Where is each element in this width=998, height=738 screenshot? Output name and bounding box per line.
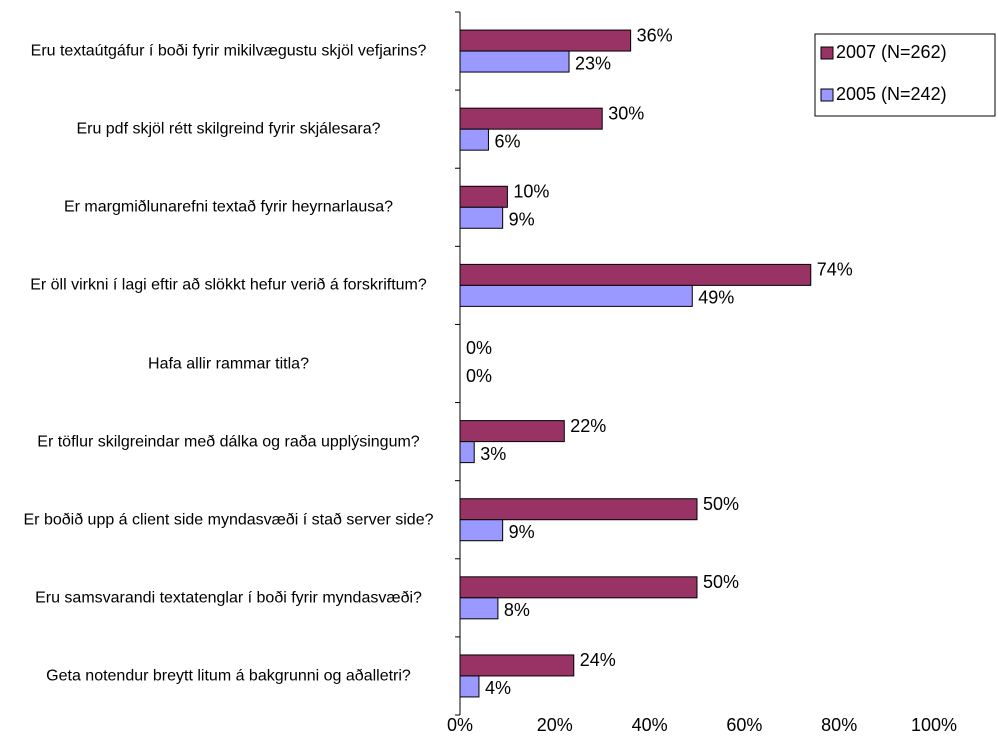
value-label: 8% [504,600,530,620]
bar [459,576,698,599]
category-label: Er öll virkni í lagi eftir að slökkt hef… [30,276,427,294]
bar [459,498,698,521]
x-tick-label: 40% [632,715,668,735]
value-label: 23% [575,53,611,73]
x-tick-label: 100% [911,715,957,735]
value-label: 6% [494,131,520,151]
category-label: Er töflur skilgreindar með dálka og raða… [37,433,420,451]
legend-label: 2005 (N=242) [836,84,947,104]
bar [459,284,693,307]
bar [459,50,570,73]
value-label: 10% [513,182,549,202]
x-tick-label: 0% [447,715,473,735]
x-tick-label: 80% [821,715,857,735]
x-tick-label: 20% [537,715,573,735]
bar [459,206,504,229]
legend-box [814,33,996,117]
category-label: Geta notendur breytt litum á bakgrunni o… [46,667,411,685]
category-label: Er margmiðlunarefni textað fyrir heyrnar… [63,198,394,216]
value-label: 9% [509,522,535,542]
value-label: 22% [570,416,606,436]
bar [459,128,489,151]
legend-label: 2007 (N=262) [836,42,947,62]
bar [459,263,812,286]
bar [459,185,508,208]
value-label: 0% [466,338,492,358]
value-label: 4% [485,678,511,698]
bar [459,519,504,542]
value-label: 30% [608,103,644,123]
legend-swatch [820,46,834,60]
bar [459,441,475,464]
bar [459,29,632,52]
bar [459,597,499,620]
category-label: Hafa allir rammar titla? [148,355,309,372]
bar [459,654,575,677]
bar [459,107,603,130]
value-label: 24% [580,650,616,670]
value-label: 0% [466,366,492,386]
value-label: 50% [703,494,739,514]
legend-swatch [820,88,834,102]
bar [459,675,480,698]
category-label: Er boðið upp á client side myndasvæði í … [23,511,434,529]
category-label: Eru samsvarandi textatenglar í boði fyri… [35,589,422,607]
value-label: 50% [703,572,739,592]
category-label: Eru pdf skjöl rétt skilgreind fyrir skjá… [76,120,381,138]
bar [459,420,565,443]
value-label: 9% [509,210,535,230]
value-label: 49% [698,288,734,308]
value-label: 36% [637,25,673,45]
category-label: Eru textaútgáfur í boði fyrir mikilvægus… [30,42,427,60]
value-label: 3% [480,444,506,464]
value-label: 74% [817,260,853,280]
x-tick-label: 60% [726,715,762,735]
